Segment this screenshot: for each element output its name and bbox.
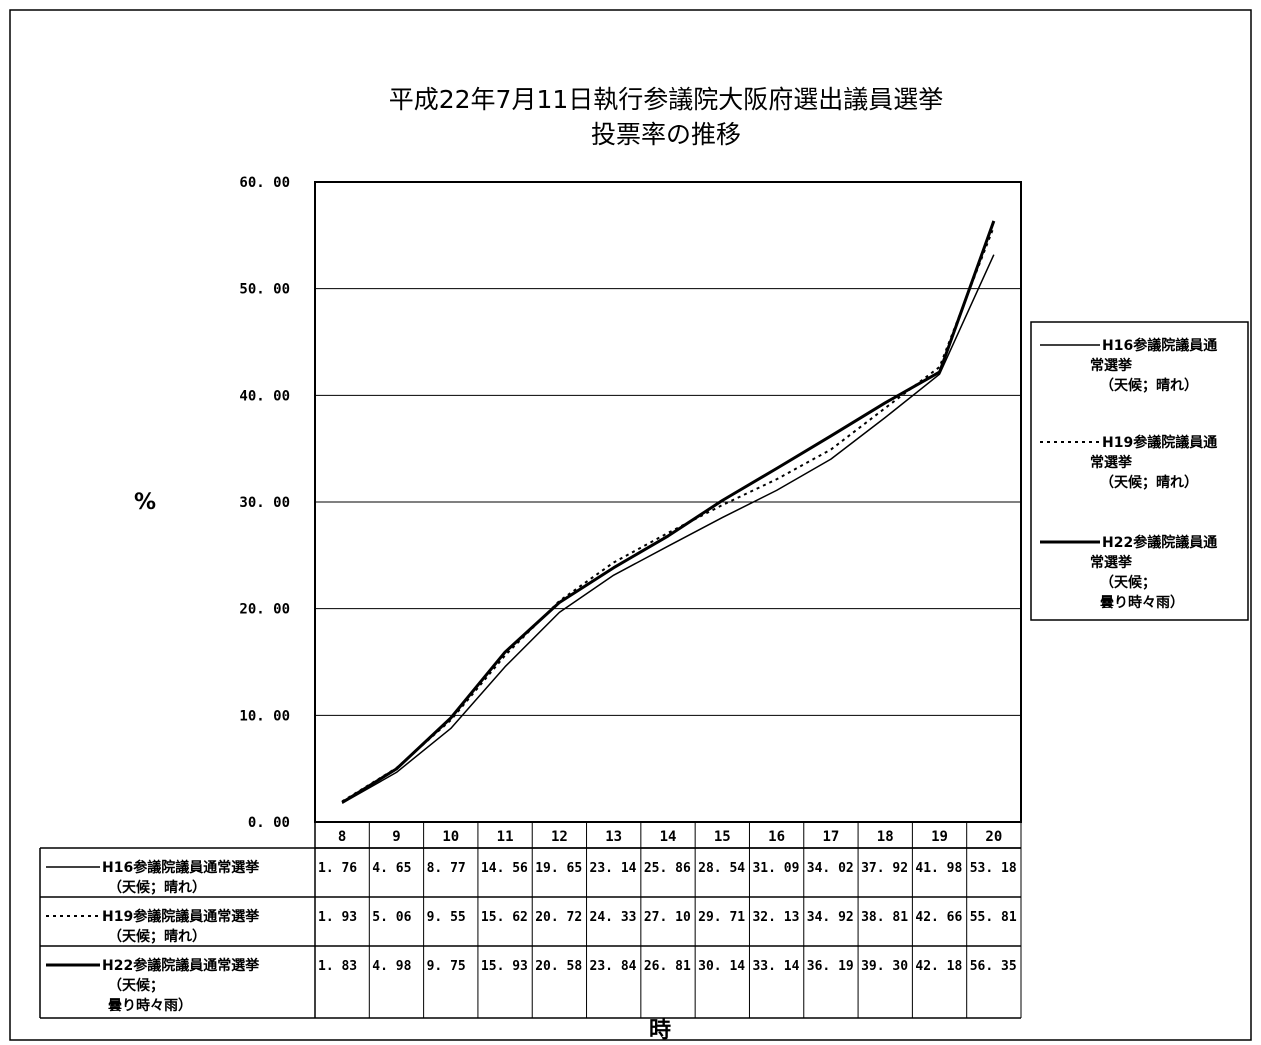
table-cell: 42. 18 xyxy=(915,959,962,974)
chart-subtitle: 投票率の推移 xyxy=(591,120,741,149)
table-series-name: （天候； xyxy=(108,977,164,994)
table-series-name: （天候；晴れ） xyxy=(108,928,206,945)
table-cell: 34. 92 xyxy=(807,910,854,925)
y-tick-labels: 60. 00 50. 00 40. 00 30. 00 20. 00 10. 00 0. 0… xyxy=(239,175,290,831)
table-cell: 38. 81 xyxy=(861,910,908,925)
table-cell: 24. 33 xyxy=(590,910,637,925)
table-cell: 31. 09 xyxy=(752,861,799,876)
series-line xyxy=(341,254,995,804)
legend: H16参議院議員通常選挙（天候；晴れ）H19参議院議員通常選挙（天候；晴れ）H2… xyxy=(1030,321,1249,621)
x-tick-label: 11 xyxy=(497,829,514,845)
legend-label: （天候； xyxy=(1100,574,1156,591)
table-cell: 39. 30 xyxy=(861,959,908,974)
x-tick-label: 14 xyxy=(660,829,677,845)
gridlines xyxy=(315,288,1021,716)
table-cell: 30. 14 xyxy=(698,959,745,974)
x-tick-label: 19 xyxy=(931,829,948,845)
legend-label: H16参議院議員通 xyxy=(1102,337,1217,354)
table-cell: 53. 18 xyxy=(970,861,1017,876)
x-tick-label: 18 xyxy=(877,829,894,845)
table-cell: 14. 56 xyxy=(481,861,528,876)
table-cell: 15. 62 xyxy=(481,910,528,925)
table-series-name: 曇り時々雨） xyxy=(108,997,192,1014)
x-tick-label: 12 xyxy=(551,829,568,845)
legend-label: 曇り時々雨） xyxy=(1100,594,1184,611)
legend-label: H22参議院議員通 xyxy=(1102,534,1217,551)
table-cell: 56. 35 xyxy=(970,959,1017,974)
legend-label: 常選挙 xyxy=(1090,554,1133,571)
x-tick-label: 16 xyxy=(768,829,785,845)
table-cell: 33. 14 xyxy=(752,959,799,974)
x-tick-label: 10 xyxy=(442,829,459,845)
legend-label: H19参議院議員通 xyxy=(1102,434,1217,451)
table-cell: 9. 55 xyxy=(427,910,466,925)
x-axis-label: 時 xyxy=(649,1018,671,1043)
y-tick-label: 20. 00 xyxy=(239,602,290,618)
legend-label: （天候；晴れ） xyxy=(1100,474,1198,491)
table-cell: 1. 76 xyxy=(318,861,357,876)
legend-label: 常選挙 xyxy=(1090,454,1133,471)
table-cell: 23. 14 xyxy=(590,861,637,876)
table-cell: 27. 10 xyxy=(644,910,691,925)
plot-area-border xyxy=(314,181,1022,823)
table-cell: 29. 71 xyxy=(698,910,745,925)
x-tick-label: 20 xyxy=(985,829,1002,845)
outer-border xyxy=(9,9,1252,1041)
table-cell: 15. 93 xyxy=(481,959,528,974)
table-cell: 1. 83 xyxy=(318,959,357,974)
table-series-name: （天候；晴れ） xyxy=(108,879,206,896)
table-series-name: H16参議院議員通常選挙 xyxy=(102,859,260,876)
y-tick-label: 40. 00 xyxy=(239,388,290,404)
y-tick-label: 0. 00 xyxy=(248,815,290,831)
table-cell: 37. 92 xyxy=(861,861,908,876)
y-tick-label: 50. 00 xyxy=(239,282,290,298)
table-cell: 55. 81 xyxy=(970,910,1017,925)
table-cell: 42. 66 xyxy=(915,910,962,925)
x-tick-label: 17 xyxy=(822,829,839,845)
table-cell: 23. 84 xyxy=(590,959,637,974)
y-tick-label: 60. 00 xyxy=(239,175,290,191)
table-cell: 9. 75 xyxy=(427,959,466,974)
legend-label: （天候；晴れ） xyxy=(1100,377,1198,394)
table-cell: 20. 58 xyxy=(535,959,582,974)
y-tick-label: 10. 00 xyxy=(239,708,290,724)
x-tick-label: 8 xyxy=(338,829,346,845)
table-cell: 34. 02 xyxy=(807,861,854,876)
x-tick-label: 13 xyxy=(605,829,622,845)
legend-box xyxy=(1030,321,1249,621)
table-cell: 36. 19 xyxy=(807,959,854,974)
table-cell: 4. 65 xyxy=(372,861,411,876)
y-axis-label: % xyxy=(134,490,156,515)
table-cell: 4. 98 xyxy=(372,959,411,974)
table-cell: 25. 86 xyxy=(644,861,691,876)
legend-label: 常選挙 xyxy=(1090,357,1133,374)
table-cell: 8. 77 xyxy=(427,861,466,876)
table-cell: 5. 06 xyxy=(372,910,411,925)
table-cell: 28. 54 xyxy=(698,861,745,876)
table-cell: 32. 13 xyxy=(752,910,799,925)
series-line xyxy=(341,220,996,804)
x-tick-label: 9 xyxy=(392,829,400,845)
table-cell: 41. 98 xyxy=(915,861,962,876)
table-cell: 20. 72 xyxy=(535,910,582,925)
chart-title: 平成22年7月11日執行参議院大阪府選出議員選挙 xyxy=(389,85,944,114)
table-cell: 19. 65 xyxy=(535,861,582,876)
table-series-name: H22参議院議員通常選挙 xyxy=(102,957,260,974)
series-lines xyxy=(341,220,996,804)
x-tick-label: 15 xyxy=(714,829,731,845)
table-cell: 26. 81 xyxy=(644,959,691,974)
y-tick-label: 30. 00 xyxy=(239,495,290,511)
table-cell: 1. 93 xyxy=(318,910,357,925)
table-series-name: H19参議院議員通常選挙 xyxy=(102,908,260,925)
data-table: 8 9 10 11 12 13 14 15 16 17 18 19 20 H16参議院議員通常選挙 （天候；… xyxy=(39,822,1022,1019)
